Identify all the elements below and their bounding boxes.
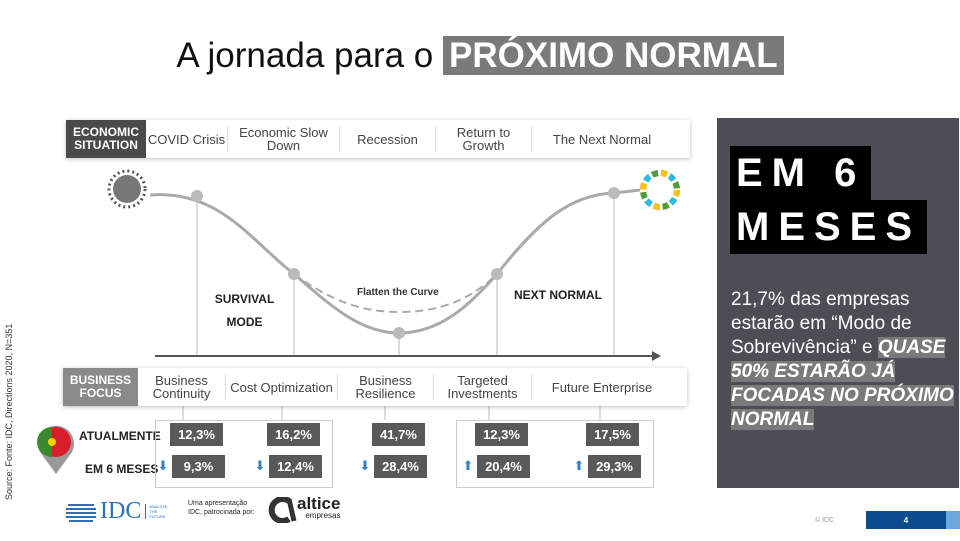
group-box-2	[456, 420, 654, 488]
arrow-down-icon: ⬇	[254, 458, 266, 473]
altice-symbol-icon	[268, 497, 297, 523]
future-value: 20,4%	[477, 455, 530, 478]
business-focus-bar: BUSINESS FOCUS Business Continuity Cost …	[63, 368, 687, 406]
focus-targeted: Targeted Investments	[434, 374, 532, 400]
focus-continuity: Business Continuity	[138, 374, 226, 400]
portugal-flag-pin-icon	[36, 422, 76, 474]
focus-cost: Cost Optimization	[226, 374, 338, 400]
future-value: 9,3%	[172, 455, 225, 478]
copyright: © IDC	[815, 517, 835, 524]
altice-logo: altice empresas	[263, 495, 340, 523]
current-value: 12,3%	[170, 423, 223, 446]
page-title: A jornada para o PRÓXIMO NORMAL	[0, 36, 960, 76]
arrow-down-icon: ⬇	[157, 458, 169, 473]
future-value: 12,4%	[269, 455, 322, 478]
future-row-label: EM 6 MESES	[85, 462, 159, 476]
stage-return: Return to Growth	[436, 126, 532, 152]
arrow-down-icon: ⬇	[359, 458, 371, 473]
next-normal-label: NEXT NORMAL	[514, 288, 602, 302]
current-value: 17,5%	[586, 423, 639, 446]
sponsor-note: Uma apresentação IDC, patrocinada por:	[188, 500, 255, 516]
side-heading: EM 6 MESES	[730, 146, 928, 254]
stage-covid: COVID Crisis	[146, 126, 228, 152]
now-row-label: ATUALMENTE	[79, 429, 161, 443]
economic-situation-bar: ECONOMIC SITUATION COVID Crisis Economic…	[66, 120, 690, 158]
sdg-wheel-icon	[640, 170, 680, 210]
side-text: 21,7% das empresas estarão em “Modo de S…	[731, 289, 954, 430]
current-value: 41,7%	[372, 423, 425, 446]
arrow-up-icon: ⬆	[462, 458, 474, 473]
idc-logo: IDC ANALYZE THE FUTURE	[66, 498, 167, 525]
page-accent	[946, 511, 960, 529]
current-value: 16,2%	[267, 423, 320, 446]
focus-future: Future Enterprise	[551, 379, 653, 395]
economic-situation-label: ECONOMIC SITUATION	[66, 120, 146, 158]
current-value: 12,3%	[475, 423, 528, 446]
stage-next-normal: The Next Normal	[552, 131, 652, 147]
flatten-curve-label: Flatten the Curve	[357, 287, 439, 298]
title-highlight: PRÓXIMO NORMAL	[443, 36, 784, 75]
idc-wordmark: IDC	[100, 498, 142, 524]
source-note: Source: Fonte: IDC, Directions 2020, N=3…	[4, 323, 14, 500]
idc-tagline: ANALYZE THE FUTURE	[145, 504, 167, 519]
page-number: 4	[866, 511, 946, 529]
future-value: 28,4%	[374, 455, 427, 478]
title-prefix: A jornada para o	[176, 36, 434, 75]
future-value: 29,3%	[588, 455, 641, 478]
focus-resilience: Business Resilience	[338, 374, 434, 400]
group-box-1	[155, 420, 333, 488]
virus-icon	[107, 169, 147, 209]
survival-mode-label: SURVIVAL MODE	[214, 292, 275, 329]
arrow-up-icon: ⬆	[573, 458, 585, 473]
stage-slowdown: Economic Slow Down	[228, 126, 340, 152]
idc-globe-icon	[66, 503, 96, 522]
business-focus-label: BUSINESS FOCUS	[63, 368, 138, 406]
journey-curve	[107, 169, 680, 420]
stage-recession: Recession	[340, 126, 436, 152]
